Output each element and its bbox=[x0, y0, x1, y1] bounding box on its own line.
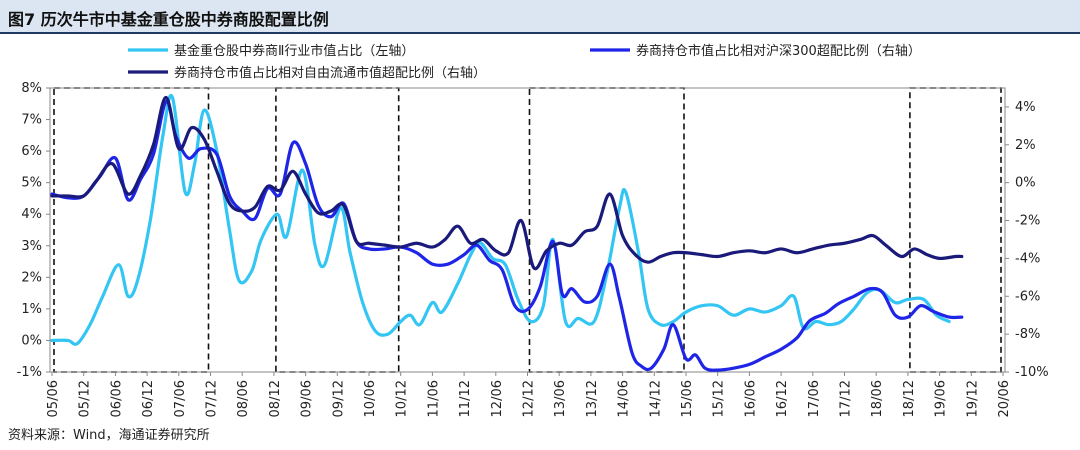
line-chart: 基金重仓股中券商Ⅱ行业市值占比（左轴） 券商持仓市值占比相对沪深300超配比例（右… bbox=[17, 43, 1049, 417]
source-note: 资料来源：Wind，海通证券研究所 bbox=[8, 428, 210, 443]
legend-label: 券商持仓市值占比相对自由流通市值超配比例（右轴） bbox=[174, 65, 486, 81]
x-tick-label: 11/06 bbox=[426, 380, 441, 417]
x-tick-label: 14/06 bbox=[617, 380, 632, 417]
x-tick-label: 06/12 bbox=[141, 380, 156, 417]
x-tick-label: 10/12 bbox=[395, 380, 410, 417]
right-tick-label: -10% bbox=[1015, 365, 1049, 380]
x-tick-label: 15/06 bbox=[680, 380, 695, 417]
series-overweight-hs300 bbox=[50, 99, 964, 372]
x-tick-label: 16/12 bbox=[775, 380, 790, 417]
x-tick-label: 12/06 bbox=[490, 380, 505, 417]
right-tick-label: 2% bbox=[1015, 138, 1036, 153]
x-tick-label: 15/12 bbox=[712, 380, 727, 417]
right-tick-label: 0% bbox=[1015, 176, 1036, 191]
left-tick-label: 2% bbox=[21, 270, 42, 285]
left-tick-label: 5% bbox=[21, 176, 42, 191]
left-tick-label: 0% bbox=[21, 333, 42, 348]
right-tick-label: 4% bbox=[1015, 100, 1036, 115]
right-tick-label: -4% bbox=[1015, 251, 1040, 266]
right-tick-label: -8% bbox=[1015, 327, 1040, 342]
x-tick-label: 05/12 bbox=[78, 380, 93, 417]
legend-label: 券商持仓市值占比相对沪深300超配比例（右轴） bbox=[636, 43, 921, 59]
bull-market-frame bbox=[528, 87, 685, 373]
x-tick-label: 18/06 bbox=[870, 380, 885, 417]
axes: -1% 0% 1% 2% 3% 4% 5% 6% 7% 8% -10% -8% -6% -4% -2% 0% 2… bbox=[17, 81, 1049, 417]
x-tick-label: 05/06 bbox=[46, 380, 61, 417]
right-tick-label: -6% bbox=[1015, 289, 1040, 304]
x-tick-label: 16/06 bbox=[743, 380, 758, 417]
x-tick-label: 06/06 bbox=[109, 380, 124, 417]
plot-border bbox=[49, 87, 1006, 373]
x-tick-label: 13/06 bbox=[553, 380, 568, 417]
bull-market-frame bbox=[909, 87, 1002, 373]
x-tick-label: 12/12 bbox=[522, 380, 537, 417]
left-tick-label: 1% bbox=[21, 302, 42, 317]
left-tick-label: 6% bbox=[21, 144, 42, 159]
x-tick-label: 10/06 bbox=[363, 380, 378, 417]
x-tick-label: 13/12 bbox=[585, 380, 600, 417]
left-tick-label: -1% bbox=[17, 365, 42, 380]
series-lines bbox=[50, 93, 964, 372]
left-tick-label: 7% bbox=[21, 113, 42, 128]
bull-market-frame bbox=[53, 87, 210, 373]
chart-title: 图7 历次牛市中基金重仓股中券商股配置比例 bbox=[8, 10, 329, 29]
x-tick-label: 08/06 bbox=[236, 380, 251, 417]
x-tick-label: 07/06 bbox=[173, 380, 188, 417]
x-tick-label: 17/06 bbox=[807, 380, 822, 417]
legend-label: 基金重仓股中券商Ⅱ行业市值占比（左轴） bbox=[174, 43, 414, 59]
x-tick-label: 11/12 bbox=[458, 380, 473, 417]
bull-market-frame bbox=[275, 87, 400, 373]
right-tick-label: -2% bbox=[1015, 214, 1040, 229]
x-tick-label: 14/12 bbox=[648, 380, 663, 417]
series-fund-brokerage-share bbox=[50, 93, 951, 346]
x-tick-label: 09/06 bbox=[300, 380, 315, 417]
series-overweight-free-float bbox=[50, 95, 964, 271]
left-tick-label: 3% bbox=[21, 239, 42, 254]
x-tick-label: 19/06 bbox=[934, 380, 949, 417]
x-tick-label: 18/12 bbox=[902, 380, 917, 417]
legend: 基金重仓股中券商Ⅱ行业市值占比（左轴） 券商持仓市值占比相对沪深300超配比例（右… bbox=[128, 43, 921, 81]
x-tick-label: 19/12 bbox=[965, 380, 980, 417]
x-tick-label: 17/12 bbox=[839, 380, 854, 417]
left-tick-label: 4% bbox=[21, 207, 42, 222]
x-tick-label: 08/12 bbox=[268, 380, 283, 417]
x-tick-label: 20/06 bbox=[997, 380, 1012, 417]
left-tick-label: 8% bbox=[21, 81, 42, 96]
x-tick-label: 09/12 bbox=[331, 380, 346, 417]
title-bar: 图7 历次牛市中基金重仓股中券商股配置比例 bbox=[0, 0, 1080, 34]
x-tick-label: 07/12 bbox=[205, 380, 220, 417]
